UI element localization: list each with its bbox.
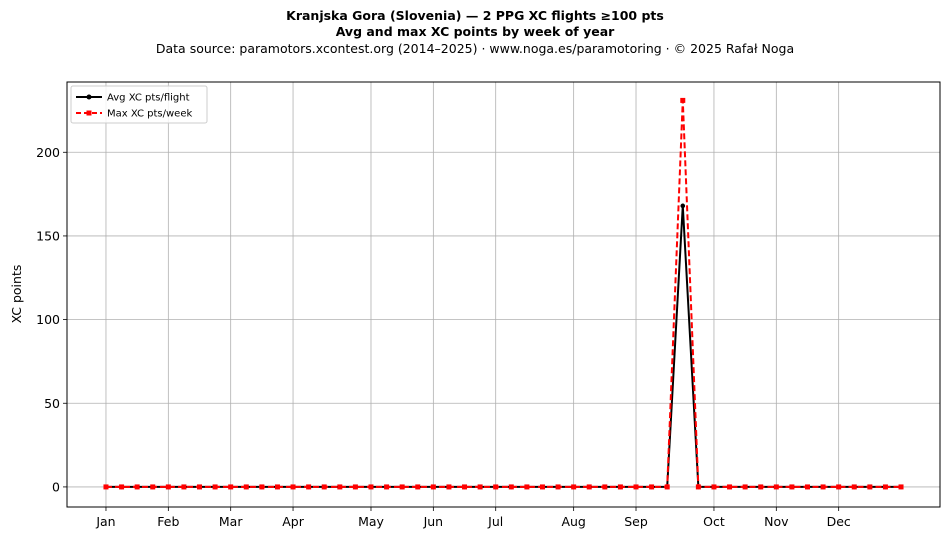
data-point [446,484,452,490]
y-tick-label: 50 [44,396,60,411]
data-point [384,484,390,490]
x-tick-label: Aug [561,514,585,529]
x-tick-label: Jun [423,514,444,529]
legend-box [70,85,208,124]
data-point [493,484,499,490]
series-avg [103,203,904,490]
data-point [462,484,468,490]
y-tick-label: 150 [36,228,60,243]
y-tick-label: 200 [36,145,60,160]
data-point [430,484,436,490]
x-tick-label: Sep [624,514,648,529]
legend: Avg XC pts/flight Max XC pts/week [70,85,208,124]
data-point [368,484,374,490]
data-point [321,484,327,490]
plot-frame [66,81,941,508]
x-tick-label: Jan [95,514,115,529]
legend-max-marker [86,110,92,116]
data-point [119,484,125,490]
data-point [274,484,280,490]
data-point [197,484,203,490]
series-line [105,204,902,488]
legend-avg-marker [86,94,92,100]
data-point [212,484,218,490]
data-point [306,484,312,490]
data-point [259,484,265,490]
x-tick-label: May [358,514,384,529]
data-point [571,484,577,490]
data-point [243,484,249,490]
data-point [664,484,670,490]
data-point [477,484,483,490]
data-point [555,484,561,490]
data-point [508,484,514,490]
title-block: Kranjska Gora (Slovenia) — 2 PPG XC flig… [0,8,950,58]
data-point [150,484,156,490]
data-point [680,203,686,209]
x-axis: Jan Feb Mar Apr May Jun Jul Aug Sep Oct Nov Dec [95,507,851,529]
data-point [134,484,140,490]
y-axis-label: XC points [9,265,24,324]
data-point [399,484,405,490]
data-point [539,484,545,490]
data-point [742,484,748,490]
chart-title: Kranjska Gora (Slovenia) — 2 PPG XC flig… [286,8,664,23]
data-point [633,484,639,490]
data-point [649,484,655,490]
data-point [602,484,608,490]
data-point [727,484,733,490]
data-point [290,484,296,490]
data-point [758,484,764,490]
data-point [820,484,826,490]
data-source-line: Data source: paramotors.xcontest.org (20… [155,41,795,56]
series-line [105,99,902,488]
data-point [103,484,109,490]
data-point [337,484,343,490]
data-point [181,484,187,490]
data-point [415,484,421,490]
data-point [586,484,592,490]
data-point [773,484,779,490]
data-point [851,484,857,490]
x-tick-label: Apr [282,514,304,529]
data-point [882,484,888,490]
data-point [617,484,623,490]
data-point [898,484,904,490]
x-tick-label: Oct [703,514,725,529]
x-tick-label: Dec [827,514,851,529]
x-tick-label: Mar [219,514,243,529]
x-tick-label: Feb [157,514,179,529]
data-point [789,484,795,490]
data-point [836,484,842,490]
data-point [711,484,717,490]
y-tick-label: 0 [52,479,60,494]
legend-avg-label: Avg XC pts/flight [107,93,190,104]
data-point [804,484,810,490]
data-point [228,484,234,490]
data-point [524,484,530,490]
data-point [695,484,701,490]
data-point [165,484,171,490]
legend-max-label: Max XC pts/week [107,109,192,120]
chart-subtitle: Avg and max XC points by week of year [335,24,615,39]
series-max [103,97,904,490]
x-tick-label: Nov [764,514,789,529]
data-point [867,484,873,490]
series-layer [103,97,904,490]
data-point [352,484,358,490]
x-tick-label: Jul [487,514,503,529]
grid-lines [67,82,940,507]
y-tick-label: 100 [36,312,60,327]
y-axis: 0 50 100 150 200 [36,145,67,494]
data-point [680,97,686,103]
